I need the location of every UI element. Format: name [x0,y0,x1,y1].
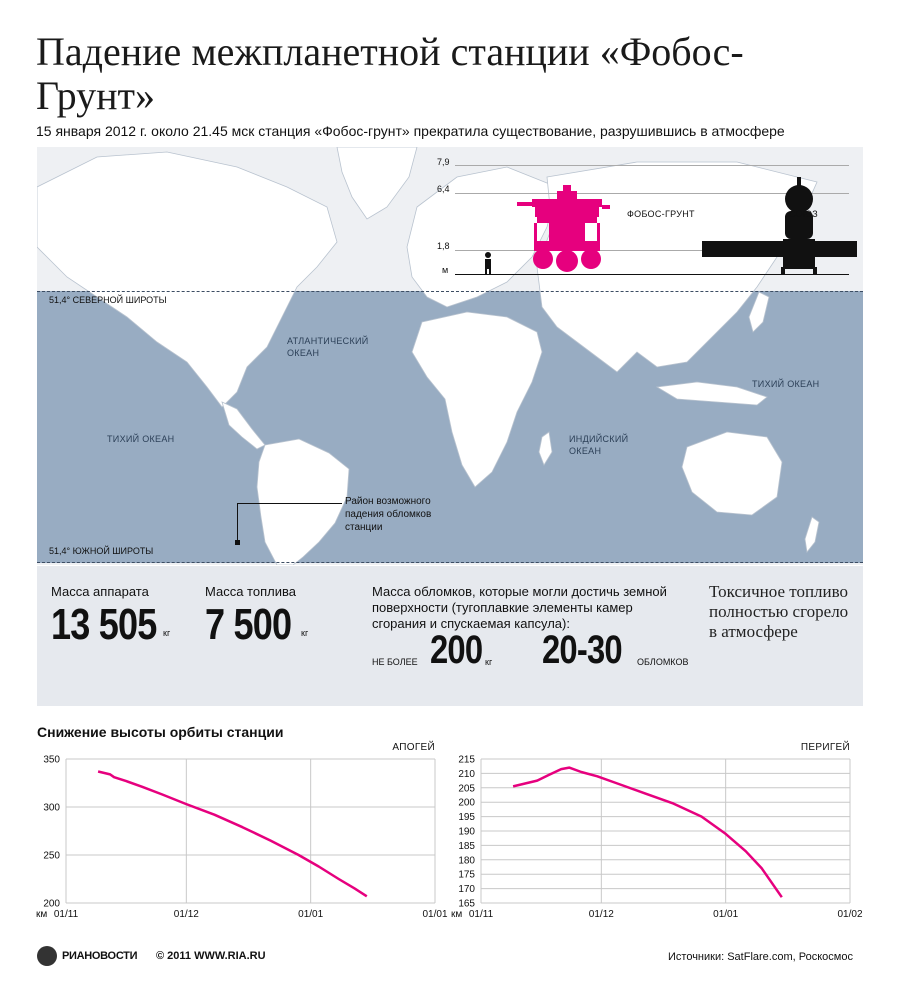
y-tick-label: 205 [458,783,475,794]
atlantic-ocean-label: АТЛАНТИЧЕСКИЙ ОКЕАН [287,336,369,358]
y-tick-label: 165 [458,899,475,910]
height-tick-label: 6,4 [437,184,450,194]
height-gridline [455,165,849,166]
y-tick-label: 350 [43,755,60,766]
debris-count-value: 20-30 [542,628,623,672]
height-tick-label: 7,9 [437,157,450,167]
page-title: Падение межпланетной станции «Фобос-Грун… [36,29,744,118]
apogee-chart: 200 250 300 350 01/11 01/12 01/01 01/01 км АПОГЕЙ [36,740,448,920]
x-tick-label: 01/01 [298,909,323,920]
y-axis-unit: км [451,909,462,920]
perigee-chart: 165 170 175 180 185 190 195 200 205 210 215 01/11 01… [451,740,863,920]
copyright: © 2011 WWW.RIA.RU [156,950,266,962]
north-latitude-line [37,291,863,292]
fuel-value: 7 500 [205,600,292,649]
south-latitude-line [37,562,863,563]
mass-value: 13 505 [51,600,157,649]
ria-logo-text: РИАНОВОСТИ [62,950,138,962]
sources: Источники: SatFlare.com, Роскосмос [668,951,853,963]
height-unit-label: м [442,265,449,275]
toxic-fuel-note: Токсичное топливо полностью сгорело в ат… [709,582,849,641]
north-latitude-label: 51,4° СЕВЕРНОЙ ШИРОТЫ [49,295,167,305]
debris-leader-vertical [237,503,238,540]
indian-ocean-label: ИНДИЙСКИЙ ОКЕАН [569,434,629,456]
world-map: 51,4° СЕВЕРНОЙ ШИРОТЫ 51,4° ЮЖНОЙ ШИРОТЫ… [37,147,863,565]
debris-leader-horizontal [237,503,342,504]
debris-point [235,540,240,545]
y-tick-label: 195 [458,812,475,823]
x-tick-label: 01/11 [469,909,494,920]
phobos-grunt-label: ФОБОС-ГРУНТ [627,209,695,219]
y-tick-label: 300 [43,803,60,814]
debris-description: Масса обломков, которые могли достичь зе… [372,584,667,631]
stats-panel: Масса аппарата 13 505 кг Масса топлива 7… [37,566,863,706]
debris-mass-unit: кг [485,657,493,667]
debris-mass-value: 200 [430,628,483,672]
y-tick-label: 175 [458,870,475,881]
y-tick-label: 210 [458,769,475,780]
series-line [512,766,783,898]
soyuz-label: СОЮЗ [789,209,819,219]
chart-title: ПЕРИГЕЙ [801,740,850,753]
phobos-grunt-silhouette [517,185,610,272]
height-baseline [455,274,849,275]
x-tick-label: 01/02 [837,909,862,920]
south-latitude-label: 51,4° ЮЖНОЙ ШИРОТЫ [49,546,154,556]
charts-title: Снижение высоты орбиты станции [37,724,284,740]
y-tick-label: 250 [43,851,60,862]
y-tick-label: 215 [458,755,475,766]
ria-logo-icon [37,946,57,966]
x-tick-label: 01/11 [54,909,79,920]
fuel-unit: кг [301,628,309,638]
pacific-west-label: ТИХИЙ ОКЕАН [107,434,175,444]
soyuz-silhouette [702,177,857,275]
x-tick-label: 01/12 [174,909,199,920]
x-tick-label: 01/12 [589,909,614,920]
y-tick-label: 200 [458,798,475,809]
pacific-east-label: ТИХИЙ ОКЕАН [752,379,820,389]
y-tick-label: 170 [458,884,475,895]
y-tick-label: 180 [458,855,475,866]
debris-area-label: Район возможного падения обломков станци… [345,496,432,533]
height-gridline [455,250,849,251]
x-tick-label: 01/01 [713,909,738,920]
mass-unit: кг [163,628,171,638]
x-tick-label: 01/01 [422,909,447,920]
y-axis-unit: км [36,909,47,920]
height-gridline [455,193,849,194]
chart-title: АПОГЕЙ [392,740,435,753]
debris-count-unit: ОБЛОМКОВ [637,657,689,667]
y-tick-label: 200 [43,899,60,910]
y-tick-label: 190 [458,827,475,838]
mass-label: Масса аппарата [51,584,149,599]
series-line [97,770,368,898]
continents [37,147,820,565]
y-tick-label: 185 [458,841,475,852]
size-comparison-figures [485,177,857,275]
height-tick-label: 1,8 [437,241,450,251]
fuel-label: Масса топлива [205,584,296,599]
human-silhouette [485,252,491,274]
page-subtitle: 15 января 2012 г. около 21.45 мск станци… [36,123,785,139]
debris-prefix: НЕ БОЛЕЕ [372,657,418,667]
